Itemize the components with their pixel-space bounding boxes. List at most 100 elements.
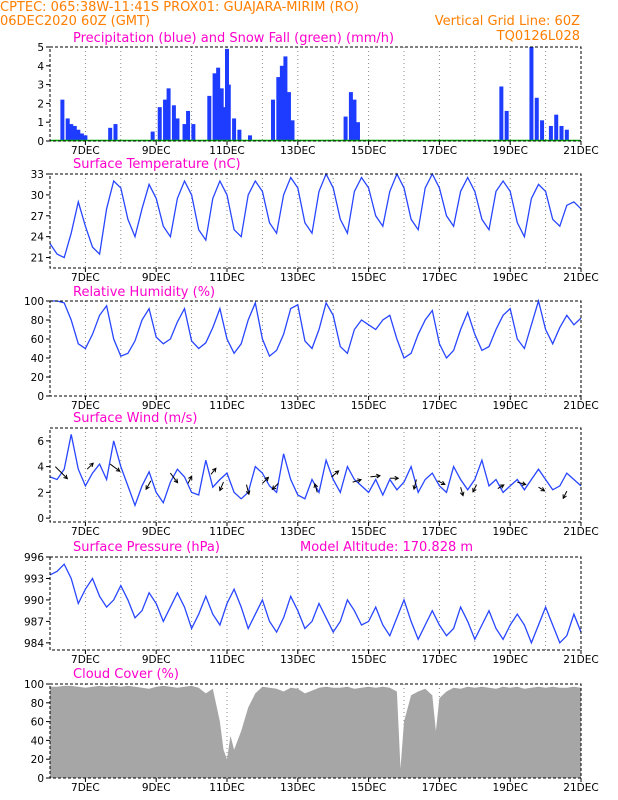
wind-vector [54, 466, 68, 479]
precip-bar [559, 125, 564, 141]
temperature-panel: Surface Temperature (nC) 21 24 27 30 33 7DEC 9… [31, 157, 599, 284]
temperature-xtick-label: 11DEC [209, 272, 244, 284]
precip-bar [175, 118, 180, 141]
humidity-ytick-label: 20 [31, 372, 44, 384]
precip-bar [69, 124, 74, 141]
precipitation-ytick-label: 3 [37, 80, 44, 92]
temperature-xtick-label: 13DEC [280, 272, 315, 284]
precipitation-ytick-label: 5 [37, 42, 44, 54]
wind-vector-head [63, 474, 69, 480]
wind-vector [517, 481, 526, 485]
model-altitude-label: Model Altitude: 170.828 m [300, 540, 473, 555]
precip-bar [279, 65, 284, 141]
wind-xtick-label: 21DEC [563, 526, 598, 538]
temperature-frame [49, 173, 582, 269]
wind-frame [49, 427, 582, 523]
wind-title: Surface Wind (m/s) [73, 411, 197, 426]
wind-vector-head [218, 486, 224, 492]
precip-bar [113, 124, 118, 141]
precip-bar [186, 110, 191, 141]
pressure-xtick-label: 7DEC [71, 654, 100, 666]
cloud-cover-ytick-label: 0 [37, 773, 44, 785]
precip-bar [276, 77, 281, 141]
precip-bar [352, 99, 357, 141]
precip-bar [72, 125, 77, 141]
precip-bar [237, 129, 242, 141]
precipitation-xtick-label: 13DEC [280, 145, 315, 157]
cloud-cover-ytick-label: 20 [31, 754, 44, 766]
precip-bar [108, 127, 113, 141]
precip-bar [150, 131, 155, 141]
pressure-ytick-label: 984 [24, 638, 44, 650]
wind-vector-head [188, 475, 193, 481]
wind-xtick-label: 17DEC [422, 526, 457, 538]
wind-vector-head [313, 482, 319, 488]
cloud-cover-xtick-label: 11DEC [209, 782, 244, 794]
temperature-ytick-label: 30 [31, 190, 44, 202]
precip-bar [248, 135, 253, 141]
wind-vector-head [264, 476, 270, 482]
humidity-ytick-label: 40 [31, 353, 44, 365]
precip-bar [65, 118, 70, 141]
temperature-xtick-label: 19DEC [492, 272, 527, 284]
precip-bar [232, 118, 237, 141]
temperature-ytick-label: 24 [31, 232, 45, 244]
humidity-xtick-label: 7DEC [71, 400, 100, 412]
wind-vector-head [211, 467, 217, 473]
pressure-ytick-label: 993 [24, 573, 44, 585]
wind-vector-head [562, 494, 567, 500]
precipitation-xtick-label: 7DEC [71, 145, 100, 157]
wind-vector-head [472, 487, 477, 493]
wind-xtick-label: 19DEC [492, 526, 527, 538]
header-grid-note: Vertical Grid Line: 60Z [435, 14, 580, 29]
wind-vector-head [357, 478, 363, 483]
humidity-frame [49, 300, 582, 397]
humidity-xtick-label: 13DEC [280, 400, 315, 412]
precip-bar [83, 135, 88, 141]
temperature-xtick-label: 17DEC [422, 272, 457, 284]
precip-bar [207, 95, 212, 141]
wind-vector [370, 475, 381, 478]
wind-vector-head [245, 490, 251, 496]
header-date: 06DEC2020 60Z (GMT) [0, 14, 150, 29]
wind-xtick-label: 7DEC [71, 526, 100, 538]
cloud-cover-frame [49, 683, 582, 779]
pressure-xtick-label: 17DEC [422, 654, 457, 666]
precipitation-ytick-label: 0 [37, 136, 44, 148]
header-station: CPTEC: 065:38W-11:41S PROX01: GUAJARA-MI… [0, 0, 359, 15]
humidity-ytick-label: 80 [31, 315, 44, 327]
precip-bar [191, 124, 196, 141]
precipitation-xtick-label: 11DEC [209, 145, 244, 157]
cloud-cover-xtick-label: 13DEC [280, 782, 315, 794]
precip-bar [216, 67, 221, 141]
pressure-xtick-label: 9DEC [142, 654, 171, 666]
pressure-xtick-label: 13DEC [280, 654, 315, 666]
wind-vector-head [376, 473, 382, 479]
precipitation-frame [49, 46, 582, 142]
wind-vector-head [459, 491, 465, 497]
cloud-cover-panel: Cloud Cover (%) 0 20 40 60 80 100 7DEC 9DEC 11DE… [24, 667, 599, 794]
cloud-cover-area [50, 685, 581, 778]
wind-vector [219, 481, 224, 491]
pressure-title: Surface Pressure (hPa) [73, 540, 220, 555]
precip-bar [79, 133, 84, 141]
wind-vector-head [173, 478, 179, 484]
temperature-xtick-label: 7DEC [71, 272, 100, 284]
precip-bar [76, 129, 81, 141]
pressure-xtick-label: 15DEC [351, 654, 386, 666]
wind-vector [437, 480, 446, 485]
precip-bar [226, 84, 231, 141]
cloud-cover-xtick-label: 17DEC [422, 782, 457, 794]
precip-bar [166, 88, 171, 141]
temperature-ytick-label: 21 [31, 253, 44, 265]
precip-bar [540, 120, 545, 141]
wind-vector [145, 480, 152, 490]
precipitation-xtick-label: 9DEC [142, 145, 171, 157]
pressure-panel: Surface Pressure (hPa) Model Altitude: 1… [24, 540, 599, 666]
humidity-title: Relative Humidity (%) [73, 285, 215, 300]
wind-vector [210, 468, 217, 475]
precipitation-title: Precipitation (blue) and Snow Fall (gree… [73, 31, 394, 46]
wind-vector-head [540, 487, 546, 492]
precip-bar [283, 56, 288, 141]
pressure-xtick-label: 19DEC [492, 654, 527, 666]
